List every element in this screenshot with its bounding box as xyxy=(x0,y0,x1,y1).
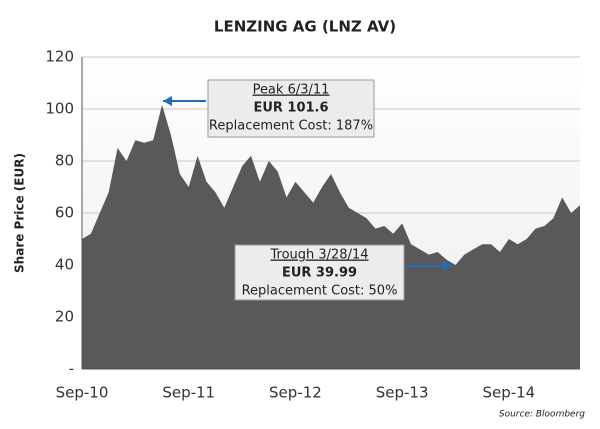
y-tick-label: 100 xyxy=(45,100,74,118)
annotation-text: Trough 3/28/14 xyxy=(269,248,368,263)
x-tick-label: Sep-11 xyxy=(162,384,215,402)
annotation-box xyxy=(234,244,405,301)
annotation-text: Peak 6/3/11 xyxy=(253,83,330,98)
annotation-text: Replacement Cost: 187% xyxy=(209,119,373,134)
y-tick-label: - xyxy=(69,360,74,378)
source: Source: Bloomberg xyxy=(499,410,585,420)
x-tick-label: Sep-13 xyxy=(376,384,429,402)
area xyxy=(82,104,580,369)
arrow-head xyxy=(163,96,172,106)
y-axis-label: Share Price (EUR) xyxy=(13,153,27,273)
annotation-text: EUR 101.6 xyxy=(253,101,328,116)
chart-title: LENZING AG (LNZ AV) xyxy=(214,18,396,36)
y-tick-label: 120 xyxy=(45,48,74,66)
y-tick-label: 40 xyxy=(55,256,74,274)
y-tick-label: 20 xyxy=(55,308,74,326)
annotation-box xyxy=(207,79,375,138)
annotation-text: Replacement Cost: 50% xyxy=(242,284,398,299)
x-tick-label: Sep-12 xyxy=(269,384,322,402)
x-tick-label: Sep-10 xyxy=(56,384,109,402)
arrow-head xyxy=(443,261,452,271)
y-tick-label: 60 xyxy=(55,204,74,222)
annotation-text: EUR 39.99 xyxy=(282,266,357,281)
x-tick-label: Sep-14 xyxy=(482,384,535,402)
y-tick-label: 80 xyxy=(55,152,74,170)
